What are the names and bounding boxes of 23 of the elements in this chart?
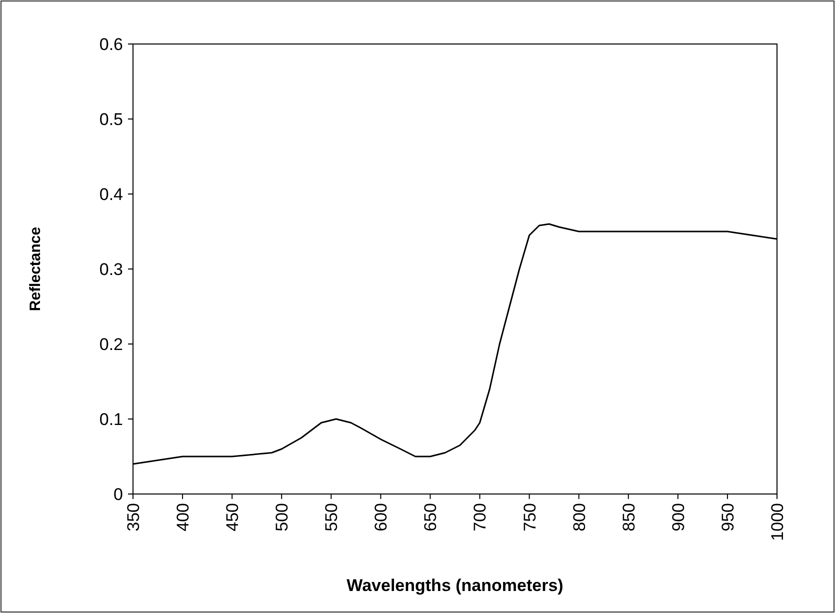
x-tick-label: 850: [619, 503, 638, 532]
x-tick-label: 450: [223, 503, 242, 532]
x-axis-title: Wavelengths (nanometers): [346, 576, 564, 595]
x-tick-label: 700: [470, 503, 490, 532]
x-tick-label: 950: [718, 503, 738, 532]
x-tick-label: 750: [520, 503, 540, 532]
x-tick-label: 900: [668, 503, 688, 532]
x-tick-label: 500: [272, 503, 292, 532]
x-tick-label: 800: [570, 503, 589, 532]
x-tick-label: 350: [124, 503, 143, 532]
x-tick-label: 550: [322, 503, 342, 532]
y-tick-label: 0: [114, 484, 123, 504]
y-tick-label: 0.2: [99, 334, 123, 354]
y-tick-label: 0.5: [99, 110, 123, 129]
y-tick-label: 0.4: [99, 184, 123, 204]
x-tick-label: 600: [372, 503, 391, 532]
y-tick-label: 0.3: [99, 260, 123, 279]
x-tick-label: 1000: [768, 503, 787, 541]
x-tick-label: 650: [421, 503, 440, 532]
x-tick-label: 400: [173, 503, 192, 532]
y-tick-label: 0.6: [99, 34, 123, 54]
y-tick-label: 0.1: [99, 410, 123, 429]
y-axis-title: Reflectance: [27, 226, 44, 312]
